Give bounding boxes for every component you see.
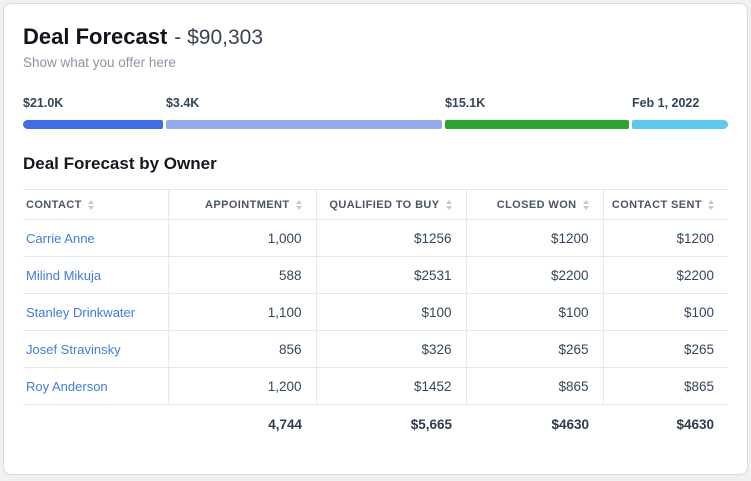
funnel-label-cell: Feb 1, 2022 [631,94,729,110]
cell-value: $1200 [465,219,603,257]
table-header-row: CONTACT APPOINTMENT QUALIFIED TO BUY CLOSED… [23,189,728,220]
contact-cell: Milind Mikuja [23,256,168,294]
contact-link-josef-stravinsky[interactable]: Josef Stravinsky [26,341,121,357]
sort-icon[interactable] [708,199,714,210]
table-row: Roy Anderson 1,200 $1452 $865 $865 [23,367,728,405]
sort-icon[interactable] [582,199,589,210]
column-header-appointment[interactable]: APPOINTMENT [167,189,316,220]
funnel-label-cell: $3.4K [165,94,442,110]
column-header-label: QUALIFIED TO BUY [329,198,440,211]
cell-value: $265 [602,330,728,368]
section-title: Deal Forecast by Owner [23,154,217,173]
sort-icon[interactable] [295,199,302,210]
funnel-label-2: $15.1K [444,96,486,110]
table-totals-row: 4,744 $5,665 $4630 $4630 [23,405,728,445]
column-header-label: CONTACT SENT [611,198,702,211]
page-title: Deal Forecast - $90,303 [23,22,728,53]
cell-value: 588 [167,256,316,294]
contact-link-milind-mikuja[interactable]: Milind Mikuja [26,267,102,283]
column-header-contact-sent[interactable]: CONTACT SENT [602,189,728,220]
cell-value: $100 [602,293,728,331]
funnel-label-0: $21.0K [23,96,64,110]
contact-cell: Carrie Anne [23,219,168,257]
contact-link-carrie-anne[interactable]: Carrie Anne [26,230,95,246]
cell-value: 1,100 [167,293,316,331]
funnel-label-cell: $21.0K [23,94,163,110]
cell-value: $100 [465,293,603,331]
funnel-label-3: Feb 1, 2022 [631,96,700,110]
column-header-qualified-to-buy[interactable]: QUALIFIED TO BUY [315,189,466,220]
column-header-closed-won[interactable]: CLOSED WON [465,189,603,220]
totals-empty-cell [23,405,168,445]
cell-value: $326 [315,330,466,368]
totals-value: 4,744 [268,417,302,433]
cell-value: $100 [315,293,466,331]
cell-value: $2200 [465,256,603,294]
table-row: Carrie Anne 1,000 $1256 $1200 $1200 [23,219,728,257]
column-header-label: APPOINTMENT [205,198,290,211]
cell-value: $265 [465,330,603,368]
funnel-labels: $21.0K $3.4K $15.1K Feb 1, 2022 [23,94,729,110]
contact-cell: Stanley Drinkwater [23,293,168,331]
sort-icon[interactable] [87,199,94,210]
page-subtitle: Show what you offer here [23,55,176,70]
cell-value: $2200 [602,256,728,294]
cell-value: $865 [465,367,603,405]
cell-value: 856 [167,330,316,368]
column-header-label: CONTACT [26,198,82,211]
table-row: Stanley Drinkwater 1,100 $100 $100 $100 [23,293,728,331]
card-header: Deal Forecast - $90,303 Show what you off… [23,4,728,70]
page-title-amount: - $90,303 [174,26,264,49]
funnel-track [23,120,728,129]
cell-value: $1452 [315,367,466,405]
totals-value: $4630 [676,417,714,433]
column-header-label: CLOSED WON [496,198,577,211]
cell-value: 1,200 [167,367,316,405]
totals-value: $5,665 [410,417,452,433]
sort-icon[interactable] [445,199,452,210]
funnel-segment-2[interactable] [444,120,629,129]
funnel-segment-3[interactable] [631,120,728,129]
funnel-segment-1[interactable] [165,120,442,129]
contact-link-stanley-drinkwater[interactable]: Stanley Drinkwater [26,304,136,320]
cell-value: $1256 [315,219,466,257]
totals-value: $4630 [551,417,589,433]
funnel-label-1: $3.4K [165,96,200,110]
contact-link-roy-anderson[interactable]: Roy Anderson [26,378,108,394]
cell-value: 1,000 [167,219,316,257]
deal-forecast-card: Deal Forecast - $90,303 Show what you off… [3,3,748,475]
table-row: Josef Stravinsky 856 $326 $265 $265 [23,330,728,368]
deal-forecast-table: CONTACT APPOINTMENT QUALIFIED TO BUY CLOSED… [23,189,728,445]
cell-value: $2531 [315,256,466,294]
contact-cell: Josef Stravinsky [23,330,168,368]
column-header-contact[interactable]: CONTACT [23,189,168,220]
funnel-segment-0[interactable] [23,120,163,129]
cell-value: $1200 [602,219,728,257]
table-row: Milind Mikuja 588 $2531 $2200 $2200 [23,256,728,294]
cell-value: $865 [602,367,728,405]
funnel-label-cell: $15.1K [444,94,629,110]
funnel: $21.0K $3.4K $15.1K Feb 1, 2022 [23,94,728,129]
contact-cell: Roy Anderson [23,367,168,405]
page-title-text: Deal Forecast [23,24,168,49]
